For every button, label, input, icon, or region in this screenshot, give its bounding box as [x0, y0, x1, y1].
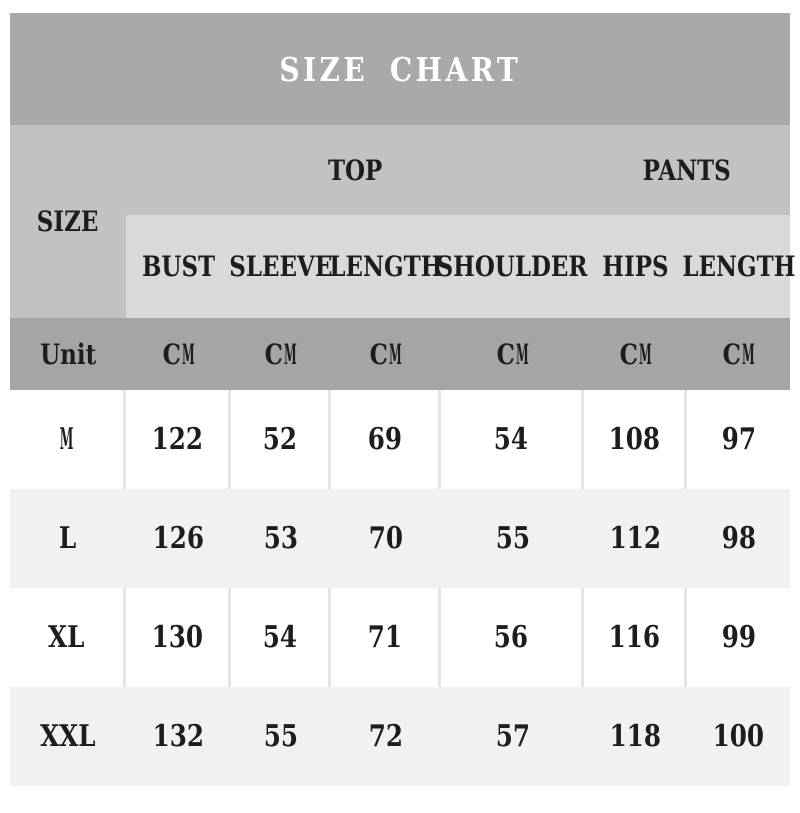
value-cell: 53 [263, 521, 299, 556]
group-header-top: TOP [126, 125, 584, 215]
unit-row-label: Unit [39, 337, 97, 371]
value-cell: 70 [368, 521, 404, 556]
unit-row: Unit CM CM CM CM CM CM [10, 318, 790, 390]
value-cell: 54 [441, 390, 584, 489]
column-header-hips: HIPS [602, 250, 669, 283]
unit-cell-hips: CM [619, 337, 651, 371]
value-cell: 69 [331, 390, 441, 489]
value-cell: 130 [126, 588, 231, 687]
table-row-xxl: XXL 132 55 72 57 118 100 [10, 687, 790, 786]
table-row-xl: XL 130 54 71 56 116 99 [10, 588, 790, 687]
value-cell: 56 [441, 588, 584, 687]
value-cell: 72 [368, 719, 404, 754]
value-cell: 100 [712, 719, 765, 754]
value-cell: 97 [721, 422, 756, 457]
value-cell: 122 [126, 390, 231, 489]
value-cell: 98 [721, 521, 756, 556]
table-row-m: M 122 52 69 54 108 97 [10, 390, 790, 489]
value-cell: 126 [152, 521, 205, 556]
column-header-pants-length: LENGTH [681, 250, 796, 283]
size-label-l: L [59, 521, 77, 556]
unit-cell-bust: CM [162, 337, 194, 371]
value-cell: 55 [495, 521, 530, 556]
group-pants-label: PANTS [642, 153, 732, 187]
value-cell: 108 [584, 390, 687, 489]
title-bar: SIZE CHART [10, 13, 790, 125]
value-cell: 116 [584, 588, 687, 687]
unit-row-header: Unit [10, 318, 126, 390]
size-label-xxl: XXL [40, 719, 96, 754]
unit-cell-top-length: CM [369, 337, 402, 371]
column-header-sleeve: SLEEVE [229, 250, 333, 283]
group-header-pants: PANTS [584, 125, 790, 215]
column-header-shoulder: SHOULDER [437, 250, 588, 283]
column-header-bust: BUST [141, 250, 216, 283]
value-cell: 57 [495, 719, 530, 754]
unit-cell-sleeve: CM [264, 337, 297, 371]
unit-cell-pants-length: CM [722, 337, 754, 371]
value-cell: 118 [609, 719, 662, 754]
value-cell: 52 [231, 390, 331, 489]
chart-title: SIZE CHART [279, 49, 521, 89]
value-cell: 99 [721, 620, 756, 655]
group-top-label: TOP [327, 153, 383, 187]
value-cell: 54 [231, 588, 331, 687]
table-row-l: L 126 53 70 55 112 98 [10, 489, 790, 588]
value-cell: 132 [152, 719, 205, 754]
value-cell: 55 [263, 719, 299, 754]
size-label-m: M [10, 390, 126, 489]
size-column-header: SIZE [10, 125, 126, 318]
value-cell: 71 [331, 588, 441, 687]
column-header-top-length: LENGTH [329, 250, 443, 283]
unit-cell-shoulder: CM [496, 337, 528, 371]
table-header: SIZE TOP PANTS BUST SLEEVE LENGTH SHOULD… [10, 125, 796, 318]
size-column-label: SIZE [37, 205, 99, 238]
size-label-xl: XL [10, 588, 126, 687]
value-cell: 112 [609, 521, 662, 556]
column-headers: BUST SLEEVE LENGTH SHOULDER HIPS LENGTH [126, 215, 796, 318]
size-chart-table: SIZE CHART SIZE TOP PANTS BUST SLEEVE LE… [10, 13, 796, 786]
